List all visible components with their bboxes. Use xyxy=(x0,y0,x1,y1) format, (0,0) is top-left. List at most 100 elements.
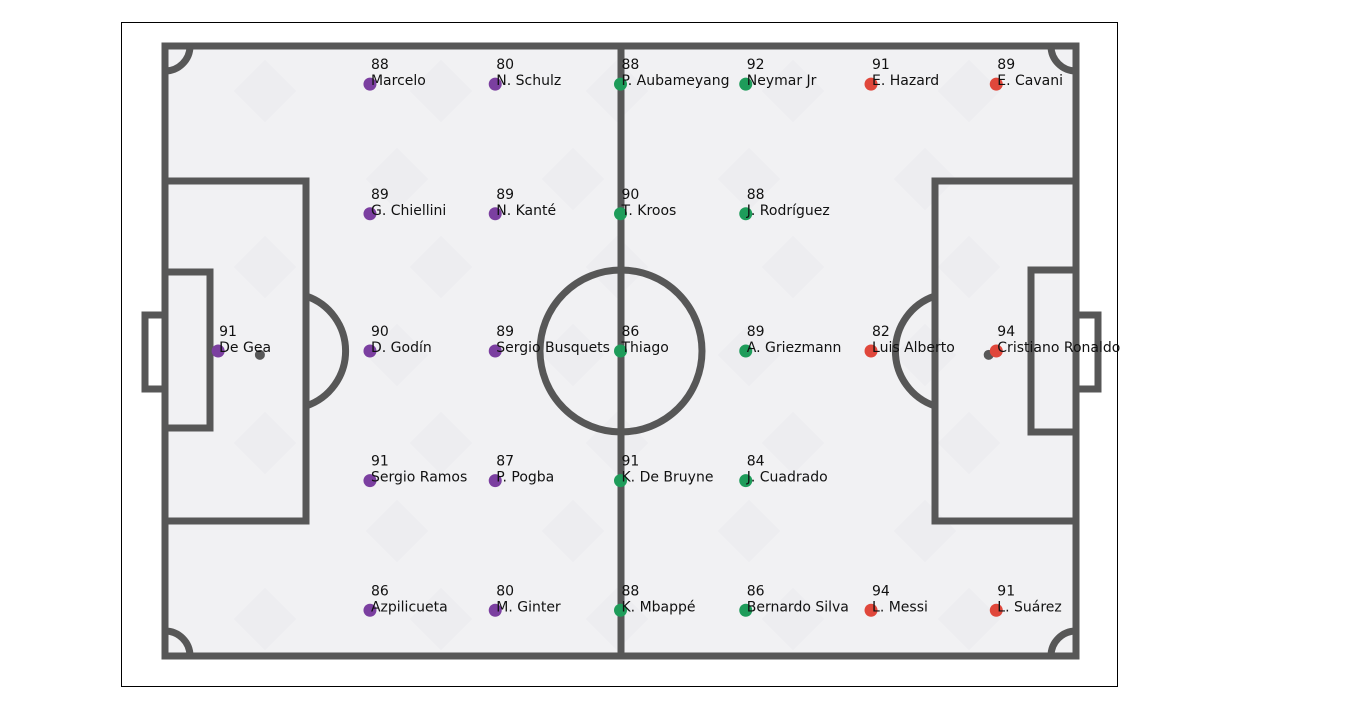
player-dot xyxy=(864,344,878,358)
right-penalty-arc xyxy=(891,292,937,410)
turf-pattern-tile xyxy=(541,323,605,387)
player-rating-label: 89 xyxy=(997,57,1015,73)
turf-pattern-tile xyxy=(409,411,473,475)
turf-pattern-tile xyxy=(585,587,649,651)
player-dot xyxy=(989,603,1003,617)
player-name-label: Marcelo xyxy=(371,73,426,89)
turf-pattern-tile xyxy=(937,411,1001,475)
player-rating-label: 91 xyxy=(371,454,389,470)
player-marker-group: 89E. Cavani xyxy=(989,57,1063,91)
corner-arc-bottom-left xyxy=(164,627,194,657)
player-name-label: J. Cuadrado xyxy=(746,470,828,486)
player-rating-label: 89 xyxy=(496,187,514,203)
player-dot xyxy=(488,603,502,617)
player-dot xyxy=(363,603,377,617)
player-marker-group: 88K. Mbappé xyxy=(614,583,696,617)
player-dot xyxy=(614,603,627,617)
turf-pattern-tile xyxy=(761,411,825,475)
player-name-label: Luis Alberto xyxy=(872,340,955,356)
player-name-label: Sergio Ramos xyxy=(371,470,467,486)
player-name-label: De Gea xyxy=(219,340,271,356)
player-dot xyxy=(614,474,627,488)
player-marker-group: 89G. Chiellini xyxy=(363,187,446,221)
turf-pattern-tile xyxy=(409,59,473,123)
player-marker-group: 94L. Messi xyxy=(864,583,928,617)
left-goal xyxy=(141,311,169,393)
player-dot xyxy=(211,344,225,358)
player-name-label: K. De Bruyne xyxy=(622,470,714,486)
player-dot xyxy=(989,77,1003,91)
player-dot xyxy=(614,207,627,221)
player-marker-group: 87P. Pogba xyxy=(488,454,554,488)
player-name-label: E. Hazard xyxy=(872,73,939,89)
turf-pattern-tile xyxy=(761,59,825,123)
turf-pattern-tile xyxy=(893,499,957,563)
turf-pattern-tile xyxy=(761,587,825,651)
player-rating-label: 90 xyxy=(371,324,389,340)
player-rating-label: 88 xyxy=(622,57,640,73)
player-rating-label: 92 xyxy=(747,57,765,73)
ball-marker xyxy=(254,349,265,360)
turf-pattern-tile xyxy=(365,499,429,563)
player-dot xyxy=(739,474,753,488)
player-dot xyxy=(739,207,753,221)
player-name-label: Cristiano Ronaldo xyxy=(997,340,1120,356)
player-marker-group: 88J. Rodríguez xyxy=(739,187,830,221)
player-rating-label: 89 xyxy=(496,324,514,340)
player-dot xyxy=(864,603,878,617)
player-marker-group: 80N. Schulz xyxy=(488,57,561,91)
turf-pattern-tile xyxy=(233,411,297,475)
player-rating-label: 80 xyxy=(496,57,514,73)
player-name-label: Azpilicueta xyxy=(371,599,448,615)
player-name-label: N. Kanté xyxy=(496,203,556,219)
player-name-label: Sergio Busquets xyxy=(496,340,610,356)
player-rating-label: 88 xyxy=(747,187,765,203)
player-dot xyxy=(488,474,502,488)
player-dot xyxy=(739,77,753,91)
player-dot xyxy=(488,344,502,358)
player-name-label: P. Pogba xyxy=(496,470,554,486)
turf-pattern-tile xyxy=(541,499,605,563)
player-marker-group: 91K. De Bruyne xyxy=(614,454,713,488)
player-dot xyxy=(614,344,627,358)
turf-pattern-tile xyxy=(585,59,649,123)
turf-pattern-tile xyxy=(717,147,781,211)
player-rating-label: 84 xyxy=(747,454,765,470)
player-dot xyxy=(488,207,502,221)
turf-pattern-tile xyxy=(409,235,473,299)
player-rating-label: 89 xyxy=(371,187,389,203)
turf-pattern-tile xyxy=(761,235,825,299)
player-rating-label: 80 xyxy=(496,583,514,599)
player-rating-label: 86 xyxy=(622,324,640,340)
turf-pattern-tile xyxy=(409,587,473,651)
turf-pattern-tile xyxy=(233,587,297,651)
turf-pattern-tile xyxy=(541,147,605,211)
player-dot xyxy=(363,344,377,358)
corner-arc-top-left xyxy=(164,45,194,75)
player-marker-group: 90D. Godín xyxy=(363,324,432,358)
turf-pattern-tile xyxy=(937,587,1001,651)
player-dot xyxy=(864,77,878,91)
corner-arc-top-right xyxy=(1047,45,1077,75)
player-name-label: Bernardo Silva xyxy=(747,599,849,615)
player-rating-label: 88 xyxy=(622,583,640,599)
center-circle xyxy=(536,266,706,436)
player-name-label: M. Ginter xyxy=(496,599,561,615)
player-rating-label: 91 xyxy=(219,324,237,340)
turf-pattern-tile xyxy=(893,147,957,211)
player-rating-label: 94 xyxy=(997,324,1015,340)
player-rating-label: 88 xyxy=(371,57,389,73)
pitch xyxy=(141,42,1102,660)
player-rating-label: 86 xyxy=(747,583,765,599)
player-marker-group: 88P. Aubameyang xyxy=(614,57,729,91)
turf-pattern-tile xyxy=(365,323,429,387)
